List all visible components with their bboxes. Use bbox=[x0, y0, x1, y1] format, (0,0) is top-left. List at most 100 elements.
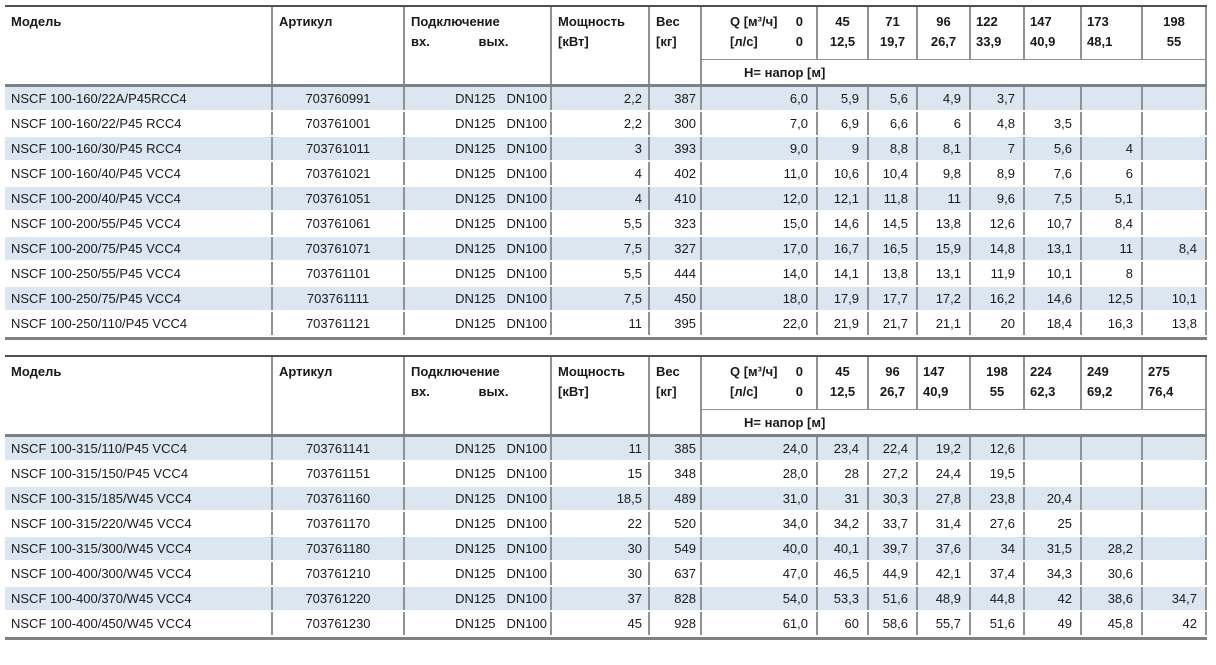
head-value-cell: 8,1 bbox=[918, 137, 971, 160]
dn-outlet-value: DN100 bbox=[506, 141, 547, 156]
connection-cell: DN125 DN100 bbox=[405, 587, 552, 610]
q-lps-value: 55 bbox=[1166, 34, 1182, 49]
header-divider bbox=[702, 59, 1207, 60]
model-cell: NSCF 100-250/110/P45 VCC4 bbox=[5, 312, 273, 335]
q-label-cell: Q [м³/ч] 0 [л/с] 0 bbox=[702, 357, 818, 409]
dn-outlet-value: DN100 bbox=[506, 466, 547, 481]
dn-outlet-value: DN100 bbox=[506, 191, 547, 206]
q-column-header: 198 55 bbox=[971, 357, 1025, 409]
q-m3h-zero: 0 bbox=[795, 14, 803, 29]
head-value-cell: 8,9 bbox=[971, 162, 1025, 185]
pump-table-bottom: Модель Артикул Подключение вх. вых. Мощн… bbox=[5, 355, 1207, 640]
q-m3h-label: Q [м³/ч] bbox=[730, 14, 778, 29]
article-cell: 703761160 bbox=[273, 487, 405, 510]
power-cell: 2,2 bbox=[552, 112, 650, 135]
head-value-cell: 16,5 bbox=[869, 237, 918, 260]
q-lps-value: 62,3 bbox=[1030, 384, 1056, 399]
q-column-header: 147 40,9 bbox=[1025, 7, 1082, 59]
head-value-cell: 9,6 bbox=[971, 187, 1025, 210]
head-value-cell: 7,6 bbox=[1025, 162, 1082, 185]
dn-outlet-value: DN100 bbox=[506, 216, 547, 231]
q-lps-value: 33,9 bbox=[976, 34, 1002, 49]
head-value-cell bbox=[1082, 462, 1143, 485]
model-cell: NSCF 100-250/75/P45 VCC4 bbox=[5, 287, 273, 310]
weight-cell: 395 bbox=[650, 312, 702, 335]
head-value-cell bbox=[1143, 437, 1207, 460]
model-cell: NSCF 100-160/40/P45 VCC4 bbox=[5, 162, 273, 185]
dn-inlet-value: DN125 bbox=[455, 316, 496, 331]
q-m3h-label: Q [м³/ч] bbox=[730, 364, 778, 379]
q-m3h-line: Q [м³/ч] 0 bbox=[702, 362, 816, 382]
head-value-cell: 30,6 bbox=[1082, 562, 1143, 585]
catalog-page: Модель Артикул Подключение вх. вых. Мощн… bbox=[5, 5, 1207, 640]
head-value-cell bbox=[1143, 562, 1207, 585]
head-value-cell: 16,3 bbox=[1082, 312, 1143, 335]
q-lps-value: 26,7 bbox=[879, 384, 906, 399]
table-row: NSCF 100-160/22A/P45RCC4 703760991 DN125 DN… bbox=[5, 87, 1207, 112]
outlet-label: вых. bbox=[478, 34, 509, 49]
head-value-cell: 9 bbox=[818, 137, 869, 160]
dn-inlet-value: DN125 bbox=[455, 91, 496, 106]
head-value-cell: 61,0 bbox=[702, 612, 818, 635]
head-value-cell: 13,1 bbox=[1025, 237, 1082, 260]
head-value-cell: 9,0 bbox=[702, 137, 818, 160]
connection-cell: DN125 DN100 bbox=[405, 312, 552, 335]
head-value-cell: 14,6 bbox=[818, 212, 869, 235]
head-value-cell: 27,6 bbox=[971, 512, 1025, 535]
head-value-cell: 4 bbox=[1082, 137, 1143, 160]
dn-outlet-value: DN100 bbox=[506, 241, 547, 256]
weight-cell: 489 bbox=[650, 487, 702, 510]
col-header-connection: Подключение вх. вых. bbox=[405, 357, 552, 434]
q-lps-label: [л/с] bbox=[730, 384, 758, 399]
head-value-cell: 24,0 bbox=[702, 437, 818, 460]
head-value-cell: 55,7 bbox=[918, 612, 971, 635]
head-value-cell bbox=[1143, 112, 1207, 135]
head-value-cell: 31,5 bbox=[1025, 537, 1082, 560]
table-row: NSCF 100-250/110/P45 VCC4 703761121 DN125 D… bbox=[5, 312, 1207, 337]
col-label: Подключение bbox=[411, 14, 500, 29]
q-lps-value: 12,5 bbox=[829, 384, 856, 399]
dn-inlet-value: DN125 bbox=[455, 541, 496, 556]
head-value-cell: 34,2 bbox=[818, 512, 869, 535]
col-header-model: Модель bbox=[5, 7, 273, 84]
head-value-cell: 13,1 bbox=[918, 262, 971, 285]
col-header-power: Мощность [кВт] bbox=[552, 357, 650, 434]
head-value-cell: 17,9 bbox=[818, 287, 869, 310]
q-m3h-value: 71 bbox=[885, 14, 900, 29]
q-value-columns: Q [м³/ч] 0 [л/с] 0 45 12,5 71 19,7 96 26,7 122… bbox=[702, 7, 1207, 59]
head-value-cell: 18,0 bbox=[702, 287, 818, 310]
head-value-cell: 15,9 bbox=[918, 237, 971, 260]
q-lps-line: [л/с] 0 bbox=[702, 32, 816, 52]
head-value-cell: 10,1 bbox=[1025, 262, 1082, 285]
article-cell: 703761001 bbox=[273, 112, 405, 135]
article-cell: 703761210 bbox=[273, 562, 405, 585]
col-header-model: Модель bbox=[5, 357, 273, 434]
head-value-cell: 14,0 bbox=[702, 262, 818, 285]
power-cell: 3 bbox=[552, 137, 650, 160]
head-value-cell: 27,2 bbox=[869, 462, 918, 485]
weight-cell: 520 bbox=[650, 512, 702, 535]
article-cell: 703761220 bbox=[273, 587, 405, 610]
q-m3h-value: 198 bbox=[1163, 14, 1185, 29]
table-row: NSCF 100-250/75/P45 VCC4 703761111 DN125 DN… bbox=[5, 287, 1207, 312]
q-lps-zero: 0 bbox=[795, 34, 803, 49]
head-value-cell: 54,0 bbox=[702, 587, 818, 610]
model-cell: NSCF 100-315/185/W45 VCC4 bbox=[5, 487, 273, 510]
head-value-cell: 24,4 bbox=[918, 462, 971, 485]
head-value-cell: 58,6 bbox=[869, 612, 918, 635]
dn-inlet-value: DN125 bbox=[455, 266, 496, 281]
weight-cell: 385 bbox=[650, 437, 702, 460]
col-label: Мощность bbox=[558, 364, 625, 379]
head-value-cell: 34 bbox=[971, 537, 1025, 560]
article-cell: 703761180 bbox=[273, 537, 405, 560]
head-value-cell: 19,5 bbox=[971, 462, 1025, 485]
head-value-cell: 10,6 bbox=[818, 162, 869, 185]
head-value-cell: 45,8 bbox=[1082, 612, 1143, 635]
table-row: NSCF 100-315/185/W45 VCC4 703761160 DN125 D… bbox=[5, 487, 1207, 512]
head-value-cell: 22,4 bbox=[869, 437, 918, 460]
q-column-header: 45 12,5 bbox=[818, 7, 869, 59]
col-label: Подключение bbox=[411, 364, 500, 379]
head-value-cell: 11,9 bbox=[971, 262, 1025, 285]
col-label: Вес bbox=[656, 364, 680, 379]
q-lps-value: 69,2 bbox=[1087, 384, 1113, 399]
